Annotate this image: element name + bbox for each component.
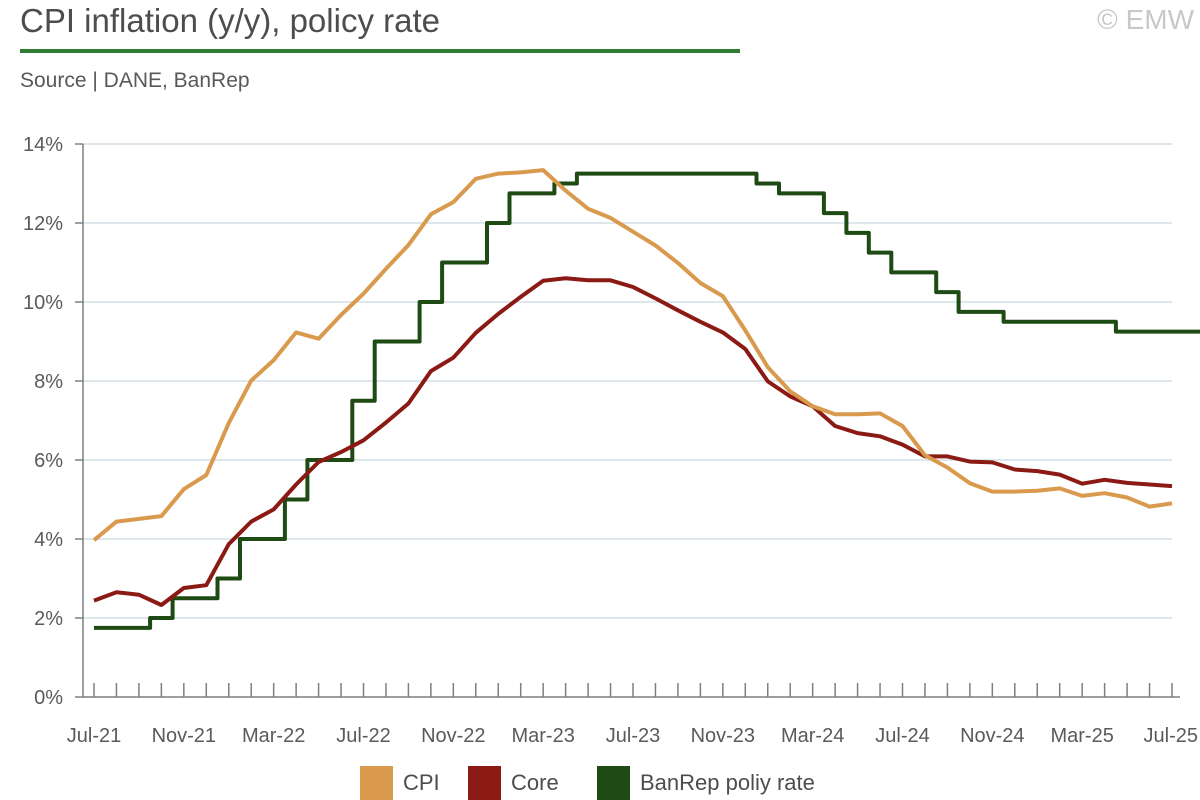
legend-swatch-core — [468, 766, 501, 800]
legend-swatch-cpi — [360, 766, 393, 800]
y-tick-label: 10% — [23, 292, 63, 314]
x-tick-label: Nov-22 — [421, 725, 485, 747]
x-tick-label: Nov-21 — [152, 725, 216, 747]
legend-swatch-policy-rate — [597, 766, 630, 800]
y-tick-label: 14% — [23, 134, 63, 156]
y-tick-label: 2% — [34, 608, 63, 630]
y-tick-label: 12% — [23, 213, 63, 235]
legend-label-core: Core — [511, 770, 559, 795]
legend-item-cpi[interactable]: CPI — [360, 766, 440, 800]
y-tick-label: 8% — [34, 371, 63, 393]
x-tick-label: Nov-23 — [691, 725, 755, 747]
x-tick-label: Jul-23 — [606, 725, 660, 747]
x-tick-label: Mar-22 — [242, 725, 305, 747]
x-tick-label: Nov-24 — [960, 725, 1024, 747]
legend-item-policy-rate[interactable]: BanRep poliy rate — [597, 766, 815, 800]
y-tick-label: 6% — [34, 450, 63, 472]
line-chart: 0% 2% 4% 6% 8% 10% 12% 14% Jul-21 Nov-21 Mar-22 Jul… — [23, 134, 1200, 747]
x-tick-label: Mar-23 — [511, 725, 574, 747]
y-tick-label: 0% — [34, 687, 63, 709]
chart-title: CPI inflation (y/y), policy rate — [20, 2, 440, 39]
x-tick-label: Jul-22 — [336, 725, 390, 747]
legend-label-policy-rate: BanRep poliy rate — [640, 770, 815, 795]
title-underline — [20, 49, 740, 53]
legend-label-cpi: CPI — [403, 770, 440, 795]
y-tick-label: 4% — [34, 529, 63, 551]
legend-item-core[interactable]: Core — [468, 766, 559, 800]
x-tick-label: Mar-25 — [1050, 725, 1113, 747]
policy-rate-line — [94, 171, 1200, 630]
cpi-line — [92, 168, 1173, 542]
core-line — [93, 276, 1173, 607]
source-text: Source | DANE, BanRep — [20, 69, 250, 92]
copyright-text: © EMW — [1097, 4, 1194, 35]
legend: CPI Core BanRep poliy rate — [0, 764, 1200, 800]
x-tick-label: Jul-24 — [875, 725, 929, 747]
x-tick-label: Jul-21 — [67, 725, 121, 747]
x-tick-label: Jul-25 — [1144, 725, 1198, 747]
x-tick-label: Mar-24 — [781, 725, 844, 747]
